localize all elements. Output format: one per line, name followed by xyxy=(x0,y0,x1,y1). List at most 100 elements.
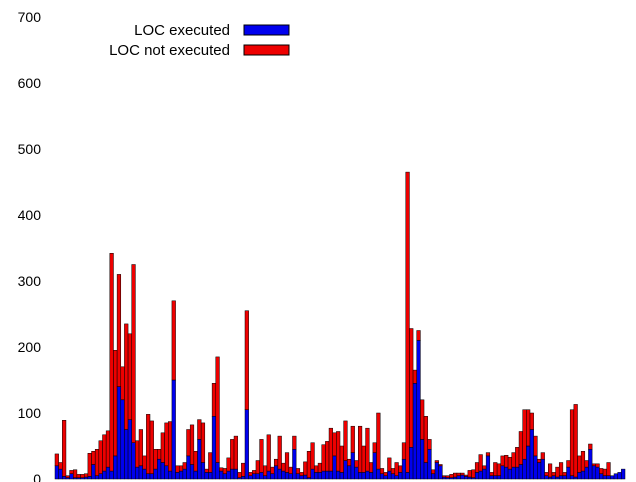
bar-executed xyxy=(263,475,268,480)
bar-not-executed xyxy=(127,333,132,420)
bar-executed xyxy=(62,476,67,480)
bar-not-executed xyxy=(80,474,85,478)
bar-executed xyxy=(442,476,447,480)
bar-not-executed xyxy=(157,449,162,460)
bar-not-executed xyxy=(555,466,560,478)
bar-not-executed xyxy=(511,452,516,468)
bar-not-executed xyxy=(178,465,184,472)
bar-not-executed xyxy=(120,366,125,401)
bar-executed xyxy=(515,466,520,480)
y-tick-label: 0 xyxy=(33,471,41,482)
bar-executed xyxy=(226,470,231,480)
y-tick-label: 100 xyxy=(18,405,42,421)
bar-not-executed xyxy=(540,452,545,460)
bar-not-executed xyxy=(434,460,439,463)
bar-executed xyxy=(120,399,125,480)
bar-executed xyxy=(175,472,180,480)
bar-executed xyxy=(500,465,505,480)
bar-executed xyxy=(588,449,593,480)
bar-not-executed xyxy=(606,462,611,476)
bar-not-executed xyxy=(431,469,436,474)
bar-not-executed xyxy=(208,452,213,473)
bar-executed xyxy=(383,475,388,480)
bar-executed xyxy=(109,470,114,480)
bar-executed xyxy=(434,462,439,480)
bar-not-executed xyxy=(83,473,89,478)
bar-executed xyxy=(186,455,191,480)
bar-not-executed xyxy=(562,472,567,476)
bar-not-executed xyxy=(548,463,553,478)
bar-executed xyxy=(270,473,275,480)
bar-not-executed xyxy=(113,350,118,457)
bar-not-executed xyxy=(365,427,370,472)
bar-executed xyxy=(489,475,494,480)
bar-not-executed xyxy=(467,470,472,478)
bar-not-executed xyxy=(146,414,151,474)
bar-not-executed xyxy=(361,445,366,473)
bar-not-executed xyxy=(474,462,480,473)
bar-executed xyxy=(482,468,487,480)
bar-not-executed xyxy=(252,470,257,474)
bar-not-executed xyxy=(226,457,231,472)
bar-not-executed xyxy=(168,421,173,472)
bar-executed xyxy=(343,460,348,480)
bar-executed xyxy=(347,465,352,480)
bar-executed xyxy=(189,464,195,480)
bar-executed xyxy=(358,472,363,480)
y-axis: 0 100 200 300 400 500 600 700 xyxy=(18,9,42,482)
bar-executed xyxy=(412,383,417,480)
bar-executed xyxy=(555,476,560,480)
bar-not-executed xyxy=(94,449,100,476)
bar-not-executed xyxy=(526,409,531,447)
bar-not-executed xyxy=(507,456,512,470)
bar-not-executed xyxy=(438,464,443,467)
bar-not-executed xyxy=(69,470,74,474)
bar-executed xyxy=(54,465,59,480)
y-tick-label: 600 xyxy=(18,75,42,91)
bar-not-executed xyxy=(573,404,578,478)
bar-not-executed xyxy=(420,399,425,440)
bar-executed xyxy=(131,442,136,480)
bar-not-executed xyxy=(244,310,249,410)
bar-executed xyxy=(219,470,224,480)
bar-executed xyxy=(390,473,396,480)
bar-executed xyxy=(376,468,381,480)
bar-executed xyxy=(405,472,410,480)
bar-not-executed xyxy=(379,468,385,474)
bar-not-executed xyxy=(522,409,527,460)
bar-not-executed xyxy=(189,424,195,465)
bar-executed xyxy=(467,476,472,480)
bar-executed xyxy=(230,468,235,480)
bar-executed xyxy=(233,468,238,480)
bar-executed xyxy=(617,472,622,480)
bar-executed xyxy=(566,466,571,480)
bar-not-executed xyxy=(409,328,414,448)
bar-not-executed xyxy=(442,475,447,478)
bar-not-executed xyxy=(453,472,458,478)
bar-executed xyxy=(178,470,184,480)
bar-not-executed xyxy=(471,469,476,478)
bar-executed xyxy=(504,466,509,480)
bar-executed xyxy=(610,475,615,480)
bar-not-executed xyxy=(599,468,604,474)
bar-not-executed xyxy=(171,300,176,381)
y-tick-label: 300 xyxy=(18,273,42,289)
bar-not-executed xyxy=(164,422,169,467)
bar-executed xyxy=(416,340,421,480)
bar-not-executed xyxy=(416,330,421,341)
bar-executed xyxy=(420,439,425,480)
bar-not-executed xyxy=(591,463,597,467)
bar-not-executed xyxy=(405,171,410,473)
bar-not-executed xyxy=(321,444,326,472)
bar-not-executed xyxy=(533,435,538,457)
bar-executed xyxy=(310,468,315,480)
bar-executed xyxy=(485,455,491,480)
bar-executed xyxy=(255,473,260,480)
bar-not-executed xyxy=(255,460,260,474)
bar-executed xyxy=(537,462,542,480)
bar-executed xyxy=(281,470,286,480)
bar-not-executed xyxy=(580,451,586,472)
bar-executed xyxy=(526,445,531,480)
bar-not-executed xyxy=(248,472,253,476)
bar-not-executed xyxy=(602,468,607,476)
